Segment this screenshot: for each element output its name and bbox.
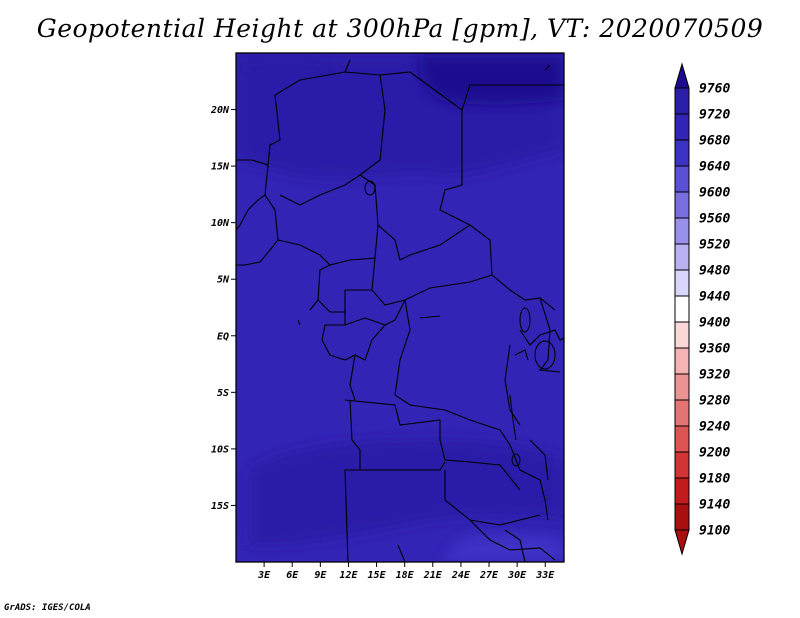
lat-tick-label: 10N xyxy=(211,218,230,229)
colorbar-label: 9640 xyxy=(699,160,730,175)
colorbar-top-arrow xyxy=(674,62,690,89)
lon-tick-label: 18E xyxy=(396,570,415,581)
colorbar-swatch xyxy=(674,477,690,505)
lakes xyxy=(297,64,556,467)
lat-tick-label: EQ xyxy=(217,331,229,342)
colorbar-label: 9240 xyxy=(699,420,730,435)
colorbar-swatch xyxy=(674,165,690,193)
colorbar-label: 9720 xyxy=(699,108,730,123)
lat-tick-label: 15N xyxy=(211,162,230,173)
lat-tick-label: 10S xyxy=(211,444,229,455)
colorbar-label: 9760 xyxy=(699,82,730,97)
colorbar-swatch xyxy=(674,139,690,167)
lon-tick-label: 3E xyxy=(257,570,271,581)
height-field xyxy=(236,53,564,562)
colorbar-swatch xyxy=(674,191,690,219)
colorbar-label: 9140 xyxy=(699,498,730,513)
grads-credit: GrADS: IGES/COLA xyxy=(4,603,91,613)
contour-9720-nw xyxy=(250,58,320,72)
lon-tick-label: 30E xyxy=(507,570,527,581)
colorbar-swatch xyxy=(674,295,690,323)
lat-tick-label: 15S xyxy=(211,501,229,512)
lon-tick-label: 33E xyxy=(535,570,555,581)
lat-tick-label: 5S xyxy=(217,388,229,399)
lon-tick-label: 9E xyxy=(314,570,327,581)
colorbar-swatch xyxy=(674,503,690,531)
lon-tick-label: 27E xyxy=(479,570,499,581)
colorbar-label: 9200 xyxy=(699,446,730,461)
lon-tick-label: 24E xyxy=(451,570,471,581)
country-borders xyxy=(236,59,564,562)
map-frame xyxy=(235,52,565,563)
colorbar-label: 9280 xyxy=(699,394,730,409)
colorbar-swatch xyxy=(674,243,690,271)
colorbar-swatch xyxy=(674,113,690,141)
colorbar-swatch xyxy=(674,217,690,245)
colorbar-swatch xyxy=(674,321,690,349)
lat-tick-label: 20N xyxy=(210,105,230,116)
colorbar-swatch xyxy=(674,87,690,115)
colorbar-label: 9320 xyxy=(699,368,730,383)
colorbar-bottom-arrow xyxy=(674,529,690,556)
colorbar-swatch xyxy=(674,451,690,479)
colorbar-swatch xyxy=(674,399,690,427)
contour-9760-northeast xyxy=(419,55,564,105)
colorbar-label: 9360 xyxy=(699,342,730,357)
lat-tick-label: 5N xyxy=(217,275,230,286)
colorbar-swatch xyxy=(674,347,690,375)
lon-tick-label: 6E xyxy=(286,570,299,581)
colorbar-label: 9180 xyxy=(699,472,730,487)
colorbar-label: 9480 xyxy=(699,264,730,279)
latitude-ticks: 20N 15N 10N 5N EQ 5S 10S 15S xyxy=(210,105,236,512)
lon-tick-label: 21E xyxy=(423,570,443,581)
map-title: Geopotential Height at 300hPa [gpm], VT:… xyxy=(36,14,764,43)
lon-tick-label: 12E xyxy=(339,570,358,581)
contour-9680-south xyxy=(440,534,564,562)
colorbar: 9760 9720 9680 9640 9600 9560 9520 9480 9440 9400… xyxy=(674,62,730,556)
colorbar-swatch xyxy=(674,425,690,453)
colorbar-label: 9100 xyxy=(699,524,730,539)
colorbar-label: 9440 xyxy=(699,290,730,305)
colorbar-label: 9520 xyxy=(699,238,730,253)
colorbar-label: 9400 xyxy=(699,316,730,331)
contour-9720-south xyxy=(250,439,564,545)
colorbar-label: 9600 xyxy=(699,186,730,201)
longitude-ticks: 3E 6E 9E 12E 15E 18E 21E 24E 27E 30E 33E xyxy=(257,562,555,581)
lon-tick-label: 15E xyxy=(368,570,387,581)
colorbar-swatch xyxy=(674,373,690,401)
colorbar-label: 9560 xyxy=(699,212,730,227)
colorbar-label: 9680 xyxy=(699,134,730,149)
colorbar-swatch xyxy=(674,269,690,297)
